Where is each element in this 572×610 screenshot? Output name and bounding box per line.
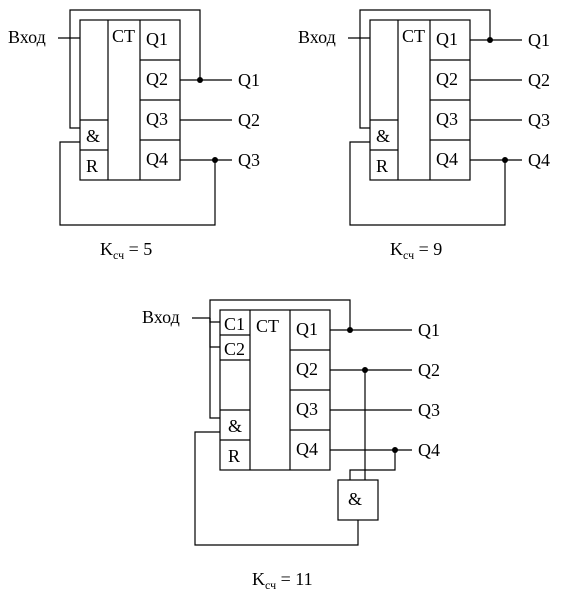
k11-and-label: & [228,416,242,436]
k5-q1-inner: Q1 [146,29,168,49]
k5-ct-label: CT [112,26,135,46]
k9-q3-inner: Q3 [436,109,458,129]
k11-out-q3: Q3 [418,400,440,420]
k11-ct-label: CT [256,316,279,336]
k5-and-label: & [86,126,100,146]
k11-q4-inner: Q4 [296,439,318,459]
k11-caption: Kсч = 11 [252,569,313,592]
k5-input-label: Вход [8,27,46,47]
k5-caption: Kсч = 5 [100,239,152,262]
k9-caption: Kсч = 9 [390,239,442,262]
k9-q2-inner: Q2 [436,69,458,89]
k9-q1-inner: Q1 [436,29,458,49]
k9-reset-label: R [376,156,388,176]
diagram-k9: & R CT Q1 Q2 Q3 Q4 Вход Q1 Q2 Q3 Q4 Kсч … [298,10,550,262]
k11-c1: C1 [224,314,245,334]
k5-reset-label: R [86,156,98,176]
k5-q4-inner: Q4 [146,149,168,169]
diagram-canvas: & R CT Q1 Q2 Q3 Q4 Вход Q1 Q2 Q3 Kсч = 5 [0,0,572,610]
k9-and-label: & [376,126,390,146]
k5-out-q2: Q2 [238,110,260,130]
k9-out-q3: Q3 [528,110,550,130]
k9-input-label: Вход [298,27,336,47]
k11-out-q2: Q2 [418,360,440,380]
k11-out-q1: Q1 [418,320,440,340]
k5-out-q1: Q1 [238,70,260,90]
k11-c2: C2 [224,339,245,359]
k11-reset-label: R [228,446,240,466]
k9-q4-inner: Q4 [436,149,458,169]
k5-q2-inner: Q2 [146,69,168,89]
diagram-k5: & R CT Q1 Q2 Q3 Q4 Вход Q1 Q2 Q3 Kсч = 5 [8,10,260,262]
k5-out-q3: Q3 [238,150,260,170]
k11-ext-and-label: & [348,489,362,509]
k5-q3-inner: Q3 [146,109,168,129]
k9-out-q2: Q2 [528,70,550,90]
diagram-k11: C1 C2 & R CT Q1 Q2 Q3 Q4 Вход Q1 Q2 Q3 Q… [142,300,440,592]
k11-out-q4: Q4 [418,440,440,460]
k11-input-label: Вход [142,307,180,327]
k9-out-q1: Q1 [528,30,550,50]
k11-q3-inner: Q3 [296,399,318,419]
k11-q2-inner: Q2 [296,359,318,379]
k9-ct-label: CT [402,26,425,46]
k9-out-q4: Q4 [528,150,550,170]
k11-q1-inner: Q1 [296,319,318,339]
